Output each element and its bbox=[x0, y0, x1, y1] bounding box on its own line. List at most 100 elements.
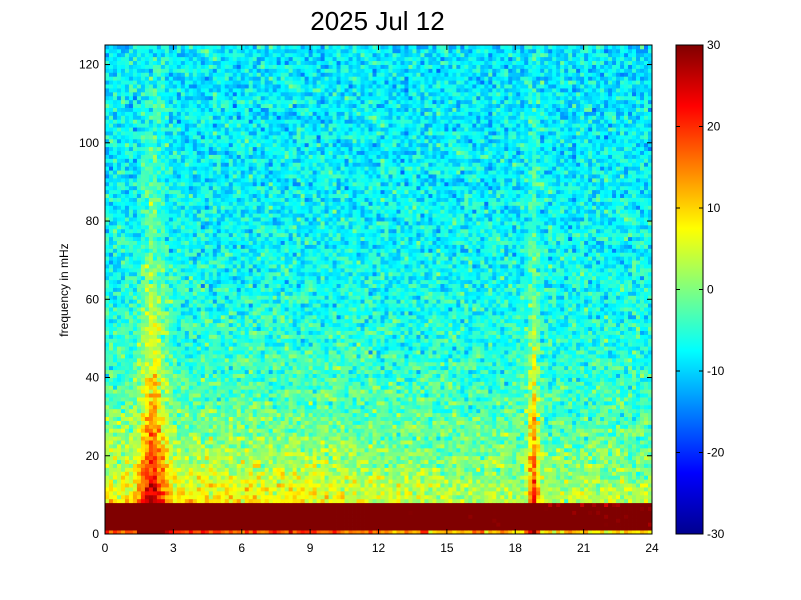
heatmap-cell bbox=[224, 256, 230, 261]
heatmap-cell bbox=[144, 490, 150, 496]
heatmap-cell bbox=[200, 408, 206, 414]
heatmap-cell bbox=[105, 267, 110, 273]
heatmap-cell bbox=[224, 506, 230, 511]
heatmap-cell bbox=[168, 377, 174, 382]
heatmap-cell bbox=[192, 326, 198, 331]
heatmap-cell bbox=[244, 322, 250, 328]
heatmap-cell bbox=[148, 389, 154, 394]
heatmap-cell bbox=[112, 111, 118, 116]
heatmap-cell bbox=[112, 64, 118, 69]
heatmap-cell bbox=[132, 400, 138, 406]
heatmap-cell bbox=[260, 346, 266, 351]
heatmap-cell bbox=[156, 260, 162, 265]
heatmap-cell bbox=[152, 432, 158, 437]
heatmap-cell bbox=[124, 420, 130, 425]
heatmap-cell bbox=[244, 373, 250, 378]
heatmap-cell bbox=[232, 361, 238, 367]
heatmap-cell bbox=[128, 275, 134, 281]
heatmap-cell bbox=[120, 498, 126, 504]
heatmap-cell bbox=[208, 88, 214, 93]
heatmap-cell bbox=[224, 287, 230, 292]
heatmap-cell bbox=[200, 197, 206, 202]
heatmap-cell bbox=[172, 393, 178, 398]
heatmap-cell bbox=[228, 48, 234, 54]
heatmap-cell bbox=[105, 91, 110, 97]
heatmap-cell bbox=[212, 232, 218, 238]
heatmap-cell bbox=[144, 213, 150, 218]
heatmap-cell bbox=[188, 134, 194, 140]
heatmap-cell bbox=[232, 91, 238, 97]
heatmap-cell bbox=[172, 326, 178, 331]
heatmap-cell bbox=[196, 45, 202, 50]
heatmap-cell bbox=[172, 236, 178, 241]
heatmap-cell bbox=[196, 275, 202, 281]
heatmap-cell bbox=[256, 88, 262, 93]
heatmap-cell bbox=[208, 185, 214, 191]
heatmap-cell bbox=[224, 95, 230, 101]
heatmap-cell bbox=[176, 244, 182, 249]
heatmap-cell bbox=[140, 463, 146, 468]
heatmap-cell bbox=[164, 408, 170, 414]
heatmap-cell bbox=[248, 432, 254, 437]
heatmap-cell bbox=[212, 248, 218, 253]
heatmap-cell bbox=[105, 213, 110, 218]
heatmap-cell bbox=[256, 303, 262, 308]
heatmap-cell bbox=[152, 88, 158, 93]
heatmap-cell bbox=[180, 326, 186, 331]
heatmap-cell bbox=[136, 440, 142, 445]
heatmap-cell bbox=[132, 271, 138, 277]
heatmap-cell bbox=[212, 205, 218, 210]
heatmap-cell bbox=[168, 52, 174, 58]
heatmap-cell bbox=[105, 393, 110, 398]
heatmap-cell bbox=[105, 506, 110, 511]
heatmap-cell bbox=[188, 52, 194, 58]
heatmap-cell bbox=[236, 84, 242, 89]
heatmap-cell bbox=[140, 99, 146, 105]
heatmap-cell bbox=[204, 389, 210, 394]
heatmap-cell bbox=[196, 318, 202, 324]
heatmap-cell bbox=[228, 444, 234, 449]
heatmap-cell bbox=[232, 213, 238, 218]
heatmap-cell bbox=[248, 162, 254, 167]
heatmap-cell bbox=[184, 56, 190, 62]
heatmap-cell bbox=[176, 522, 182, 527]
heatmap-cell bbox=[172, 275, 178, 281]
heatmap-cell bbox=[152, 424, 158, 429]
heatmap-cell bbox=[248, 131, 254, 136]
heatmap-cell bbox=[188, 330, 194, 335]
heatmap-cell bbox=[228, 416, 234, 421]
heatmap-cell bbox=[184, 260, 190, 265]
heatmap-cell bbox=[105, 334, 110, 339]
heatmap-cell bbox=[152, 322, 158, 328]
heatmap-cell bbox=[140, 228, 146, 234]
heatmap-cell bbox=[236, 295, 242, 300]
heatmap-cell bbox=[176, 490, 182, 496]
heatmap-cell bbox=[228, 459, 234, 464]
heatmap-cell bbox=[228, 487, 234, 492]
heatmap-cell bbox=[192, 201, 198, 206]
heatmap-cell bbox=[232, 377, 238, 382]
heatmap-cell bbox=[120, 440, 126, 445]
heatmap-cell bbox=[160, 142, 166, 148]
heatmap-cell bbox=[196, 393, 202, 398]
heatmap-cell bbox=[236, 248, 242, 253]
heatmap-cell bbox=[212, 428, 218, 433]
heatmap-cell bbox=[184, 326, 190, 331]
heatmap-cell bbox=[160, 381, 166, 386]
heatmap-cell bbox=[168, 530, 174, 535]
heatmap-cell bbox=[140, 459, 146, 464]
heatmap-cell bbox=[164, 72, 170, 77]
heatmap-cell bbox=[244, 221, 250, 226]
heatmap-cell bbox=[244, 224, 250, 230]
heatmap-cell bbox=[140, 224, 146, 230]
heatmap-cell bbox=[192, 52, 198, 58]
heatmap-cell bbox=[120, 459, 126, 464]
heatmap-cell bbox=[240, 455, 246, 461]
heatmap-cell bbox=[156, 338, 162, 343]
heatmap-cell bbox=[248, 236, 254, 241]
heatmap-cell bbox=[252, 64, 258, 69]
heatmap-cell bbox=[204, 436, 210, 441]
heatmap-cell bbox=[144, 416, 150, 421]
heatmap-cell bbox=[164, 299, 170, 304]
heatmap-cell bbox=[224, 494, 230, 500]
